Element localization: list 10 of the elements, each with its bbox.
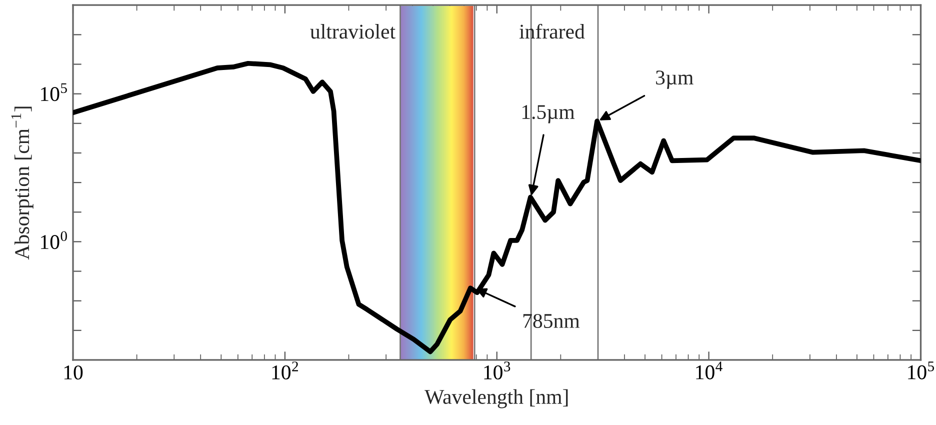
x-tick-label: 10	[64, 365, 83, 380]
x-tick-label: 10$^{5}$	[908, 362, 934, 380]
x-tick-label: 10$^{3}$	[484, 362, 510, 380]
annotation: 3µm	[656, 70, 694, 89]
x-tick-label: 10$^{2}$	[272, 362, 298, 380]
annotation: ultraviolet	[310, 24, 396, 39]
x-tick-label: 10$^{4}$	[696, 362, 722, 380]
y-axis-title: Absorption [cm$^{−1}$]	[11, 106, 34, 260]
x-axis-title: Wavelength [nm]	[424, 389, 568, 408]
y-tick-label: 10$^{0}$	[41, 231, 67, 250]
